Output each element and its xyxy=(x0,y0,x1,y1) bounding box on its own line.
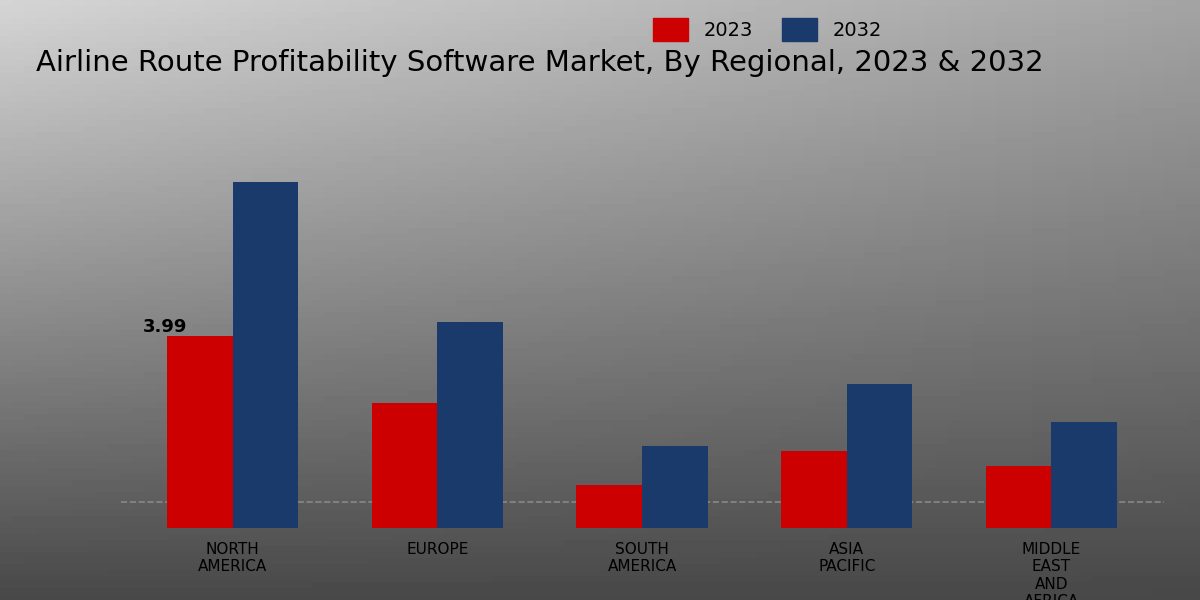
Bar xyxy=(167,337,233,528)
Bar xyxy=(437,322,503,528)
Bar xyxy=(1051,422,1117,528)
Text: 3.99: 3.99 xyxy=(143,319,187,337)
Bar xyxy=(233,182,298,528)
Text: Airline Route Profitability Software Market, By Regional, 2023 & 2032: Airline Route Profitability Software Mar… xyxy=(36,49,1044,77)
Bar xyxy=(781,451,847,528)
Bar xyxy=(576,485,642,528)
Bar xyxy=(986,466,1051,528)
Legend: 2023, 2032: 2023, 2032 xyxy=(644,11,889,49)
Bar xyxy=(372,403,437,528)
Bar xyxy=(642,446,708,528)
Bar xyxy=(847,384,912,528)
